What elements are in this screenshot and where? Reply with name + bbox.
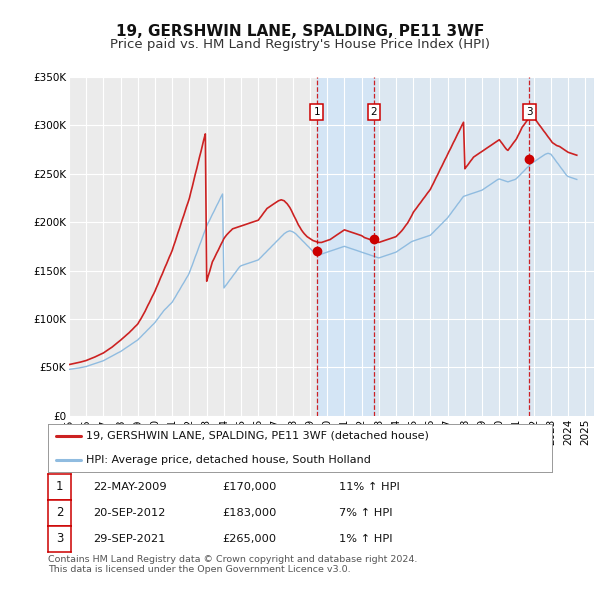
Text: 1% ↑ HPI: 1% ↑ HPI: [339, 534, 392, 543]
Bar: [529, 77, 594, 416]
Text: 20-SEP-2012: 20-SEP-2012: [93, 508, 166, 517]
Text: 3: 3: [526, 107, 533, 117]
Text: £183,000: £183,000: [222, 508, 277, 517]
Bar: [374, 77, 529, 416]
Text: 19, GERSHWIN LANE, SPALDING, PE11 3WF: 19, GERSHWIN LANE, SPALDING, PE11 3WF: [116, 24, 484, 38]
Text: 19, GERSHWIN LANE, SPALDING, PE11 3WF (detached house): 19, GERSHWIN LANE, SPALDING, PE11 3WF (d…: [86, 431, 428, 441]
Text: 7% ↑ HPI: 7% ↑ HPI: [339, 508, 392, 517]
Text: £265,000: £265,000: [222, 534, 276, 543]
Text: 29-SEP-2021: 29-SEP-2021: [93, 534, 166, 543]
Text: 3: 3: [56, 532, 63, 545]
Bar: [317, 77, 374, 416]
Text: 1: 1: [313, 107, 320, 117]
Text: HPI: Average price, detached house, South Holland: HPI: Average price, detached house, Sout…: [86, 455, 371, 465]
Text: Contains HM Land Registry data © Crown copyright and database right 2024.
This d: Contains HM Land Registry data © Crown c…: [48, 555, 418, 574]
Text: 2: 2: [371, 107, 377, 117]
Text: 1: 1: [56, 480, 63, 493]
Text: 11% ↑ HPI: 11% ↑ HPI: [339, 482, 400, 491]
Text: £170,000: £170,000: [222, 482, 277, 491]
Text: 22-MAY-2009: 22-MAY-2009: [93, 482, 167, 491]
Text: Price paid vs. HM Land Registry's House Price Index (HPI): Price paid vs. HM Land Registry's House …: [110, 38, 490, 51]
Text: 2: 2: [56, 506, 63, 519]
